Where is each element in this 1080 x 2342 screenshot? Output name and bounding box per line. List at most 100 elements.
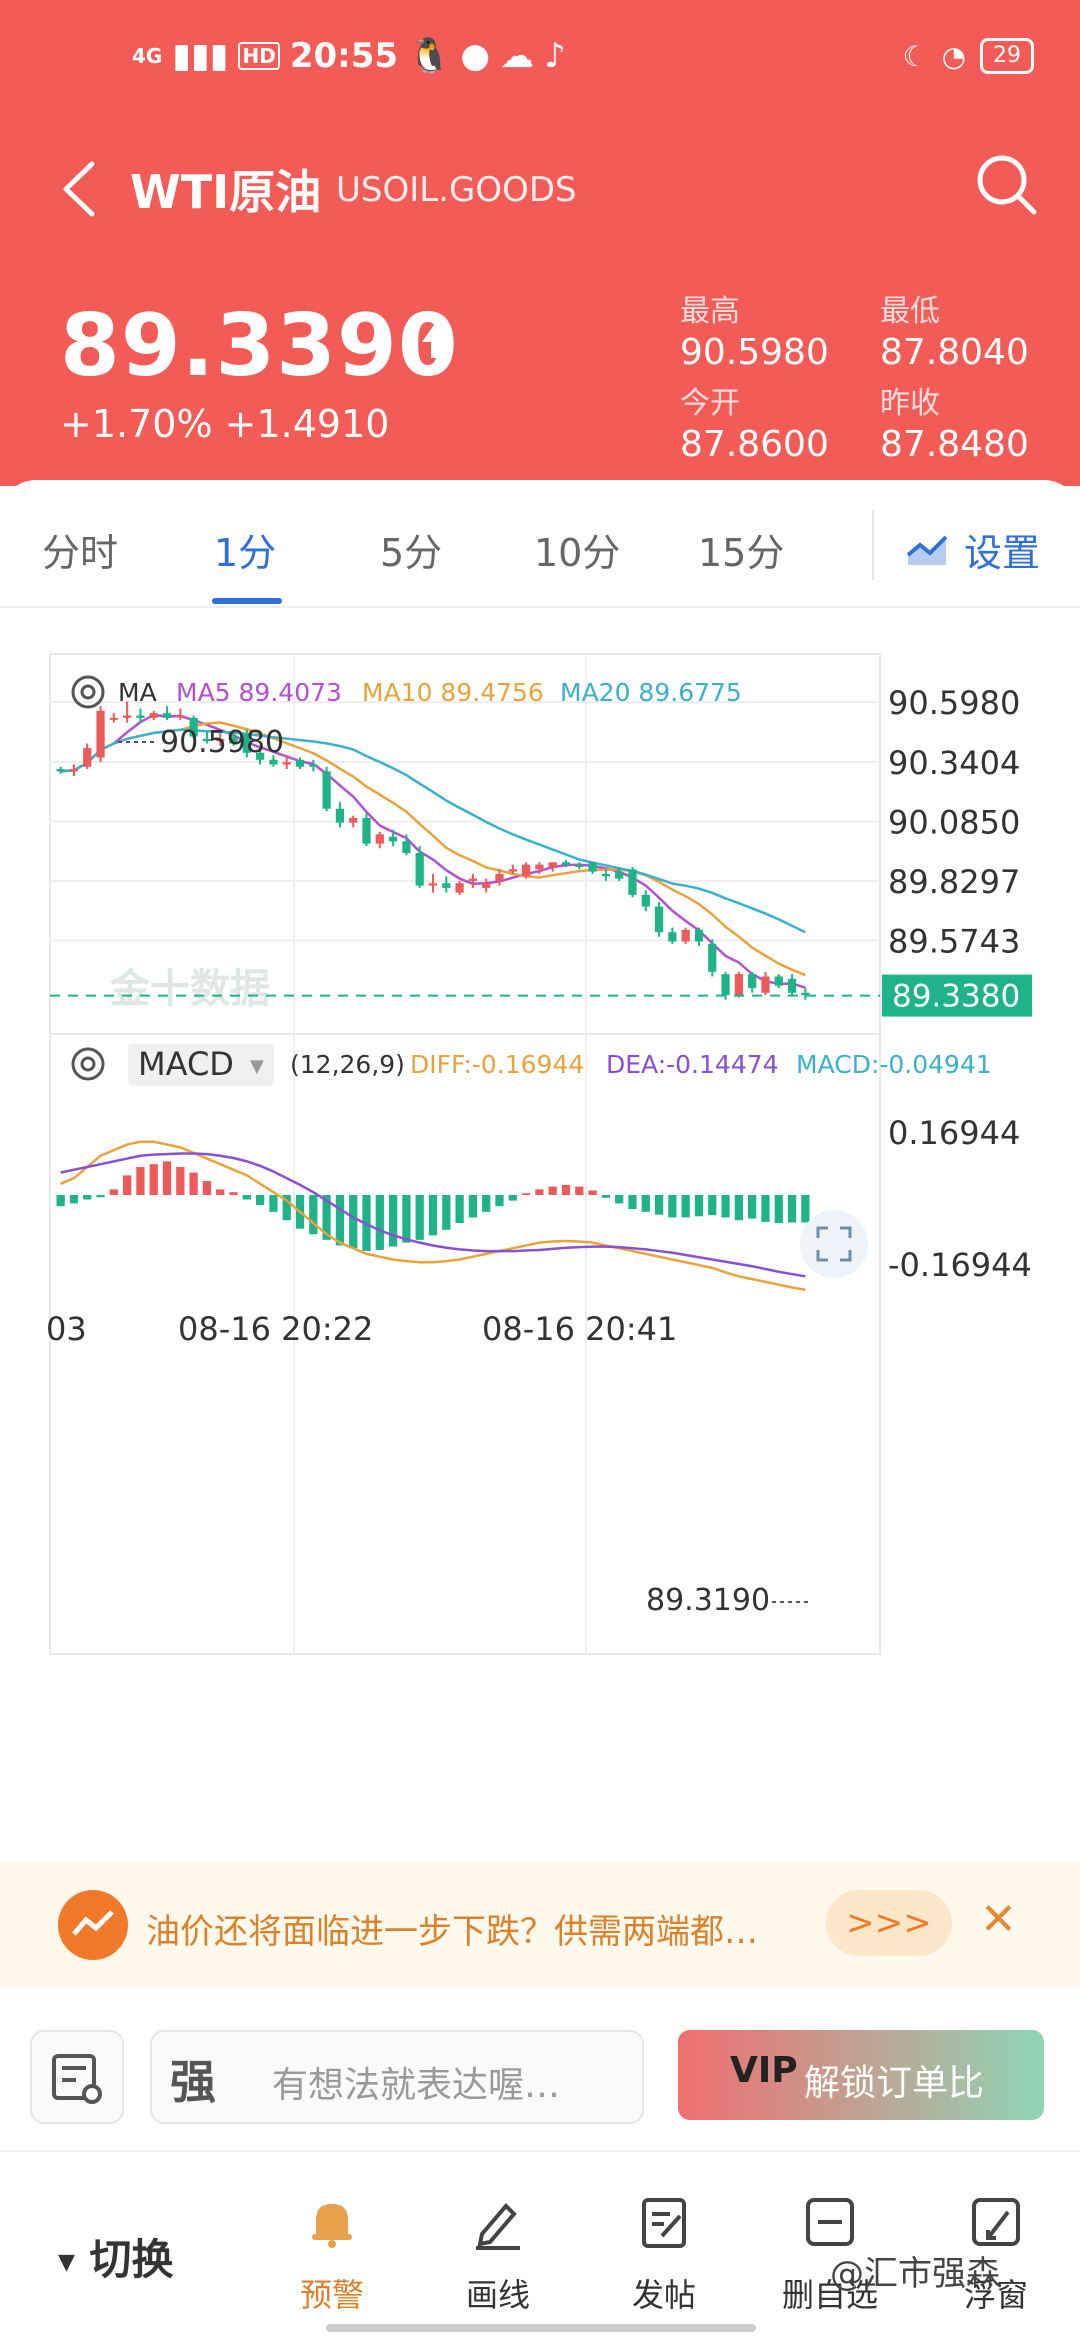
macd-bar: [242, 1195, 251, 1200]
y-tick-label: 90.0850: [888, 804, 1020, 842]
macd-bar: [694, 1195, 704, 1217]
sticker-icon[interactable]: 强: [170, 2055, 216, 2109]
macd-gear-icon[interactable]: [71, 1047, 105, 1081]
tab-5min[interactable]: 5分: [380, 531, 443, 575]
macd-value-label: MACD:-0.04941: [796, 1050, 992, 1079]
macd-bar: [176, 1166, 185, 1195]
kline-chart-area[interactable]: 金十数据 MA MA5 89.4073 MA10 89.4756 MA20 89…: [0, 610, 1080, 1860]
switch-label: 切换: [89, 2235, 174, 2284]
caret-down-icon: ▼: [58, 2250, 75, 2275]
candle-body: [109, 717, 118, 720]
alert-button[interactable]: 预警: [272, 2192, 392, 2316]
news-headline[interactable]: 油价还将面临进一步下跌？供需两端都…: [146, 1912, 758, 1952]
macd-bar: [123, 1175, 132, 1195]
candle-body: [641, 894, 650, 907]
change-absolute: +1.4910: [224, 402, 390, 446]
macd-selector[interactable]: [128, 1044, 274, 1086]
float-window-icon: [972, 2198, 1020, 2246]
macd-bar: [774, 1195, 783, 1224]
candle-body: [162, 713, 172, 718]
macd-bar: [322, 1195, 331, 1240]
candle-body: [801, 992, 810, 996]
stat-high-label: 最高: [680, 294, 740, 329]
fullscreen-button[interactable]: [800, 1210, 868, 1278]
candle-body: [96, 710, 105, 758]
remove-watchlist-button[interactable]: 删自选: [770, 2192, 890, 2316]
candle-body: [402, 841, 411, 853]
macd-bar: [256, 1195, 265, 1206]
candle-body: [388, 836, 398, 842]
stat-prev-close: 昨收 87.8480: [880, 378, 1080, 465]
macd-bar: [69, 1195, 79, 1204]
candle-body: [708, 943, 717, 972]
unlock-order-ratio-button[interactable]: VIP 解锁订单比: [678, 2030, 1044, 2120]
battery-indicator: 29: [980, 38, 1034, 74]
macd-bar: [535, 1189, 544, 1195]
candle-body: [615, 871, 624, 879]
macd-dea-label: DEA:-0.14474: [606, 1050, 779, 1079]
tab-10min[interactable]: 10分: [534, 531, 621, 575]
x-axis-labels: 03 08-16 20:22 08-16 20:41: [46, 1310, 677, 1348]
macd-bar: [428, 1195, 438, 1236]
comment-input[interactable]: 强 有想法就表达喔…: [150, 2030, 644, 2124]
macd-bar: [269, 1195, 278, 1212]
switch-button[interactable]: ▼ 切换: [58, 2226, 174, 2287]
candle-body: [694, 929, 704, 942]
stat-high-value: 90.5980: [680, 332, 829, 373]
chat-icon: ●: [460, 36, 491, 76]
tab-1min[interactable]: 1分: [214, 531, 277, 575]
pen-icon: [476, 2203, 520, 2250]
macd-bar: [628, 1195, 637, 1210]
unlock-label: 解锁订单比: [804, 2063, 985, 2104]
float-window-button[interactable]: 浮窗: [936, 2192, 1056, 2316]
comment-composer: 强 有想法就表达喔… VIP 解锁订单比: [0, 2002, 1080, 2142]
macd-bar: [202, 1180, 212, 1195]
candle-body: [548, 862, 557, 867]
candle-body: [335, 808, 345, 823]
macd-bar: [521, 1193, 531, 1195]
macd-bar: [83, 1195, 92, 1200]
kline-chart[interactable]: 金十数据 MA MA5 89.4073 MA10 89.4756 MA20 89…: [0, 610, 1080, 1860]
tab-timeshare[interactable]: 分时: [42, 531, 119, 575]
search-icon[interactable]: [972, 150, 1042, 220]
macd-params: (12,26,9): [290, 1050, 405, 1079]
candle-body: [242, 734, 251, 753]
candle-body: [415, 852, 424, 886]
candle-body: [176, 715, 185, 718]
post-settings-button[interactable]: [30, 2030, 124, 2124]
draw-line-button[interactable]: 画线: [438, 2192, 558, 2316]
ma-legend: MA MA5 89.4073 MA10 89.4756 MA20 89.6775: [71, 675, 742, 709]
close-icon[interactable]: ✕: [980, 1894, 1017, 1945]
stat-open: 今开 87.8600: [680, 378, 880, 465]
comment-placeholder: 有想法就表达喔…: [272, 2065, 561, 2106]
stat-prev-close-value: 87.8480: [880, 424, 1029, 465]
chart-settings-icon: [906, 535, 948, 565]
macd-bar: [56, 1195, 65, 1207]
tab-divider: [872, 510, 874, 580]
macd-bar: [641, 1195, 650, 1212]
clock: 20:55: [289, 36, 399, 76]
news-banner[interactable]: 油价还将面临进一步下跌？供需两端都… >>> ✕: [0, 1862, 1080, 1988]
candle-body: [482, 883, 491, 888]
macd-bar: [415, 1195, 424, 1240]
post-label: 发帖: [631, 2276, 696, 2314]
stat-high: 最高 90.5980: [680, 286, 880, 373]
tab-15min[interactable]: 15分: [698, 531, 785, 575]
post-button[interactable]: 发帖: [604, 2192, 724, 2316]
x-label-1: 08-16 20:22: [178, 1310, 373, 1348]
settings-button[interactable]: 设置: [906, 522, 1040, 577]
candle-body: [362, 818, 371, 844]
ma-indicator-label[interactable]: MA: [118, 678, 157, 707]
ma20-line: [60, 728, 806, 934]
ma10-line: [60, 721, 806, 977]
candle-body: [654, 906, 664, 933]
macd-bar: [601, 1195, 610, 1198]
y-tick-label: 89.8297: [888, 863, 1020, 901]
x-label-0: 03: [46, 1310, 87, 1348]
macd-lines: [60, 1140, 806, 1291]
macd-bar: [282, 1195, 291, 1221]
news-more-button[interactable]: >>>: [826, 1890, 952, 1956]
ma10-label: MA10 89.4756: [362, 678, 544, 707]
ma-gear-icon[interactable]: [71, 675, 105, 709]
back-arrow-icon[interactable]: [52, 154, 112, 224]
